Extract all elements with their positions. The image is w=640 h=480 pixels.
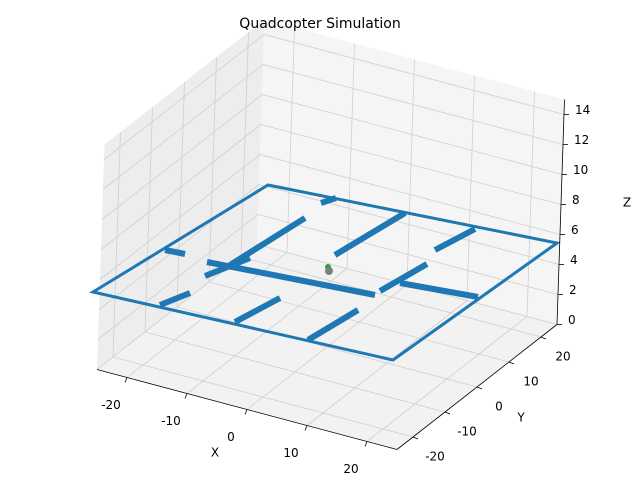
maze-wall — [158, 290, 192, 308]
maze-outer-wall — [89, 183, 561, 362]
maze-wall — [399, 280, 479, 300]
x-tick-label: 20 — [343, 462, 358, 476]
y-tick-label: 20 — [555, 350, 570, 364]
z-tick-label: 14 — [575, 103, 590, 117]
maze-wall — [206, 259, 376, 298]
maze-wall — [233, 295, 282, 325]
tick-mark — [244, 409, 248, 415]
grid-line — [103, 34, 565, 160]
z-axis-line — [556, 99, 565, 325]
maze-wall — [433, 226, 477, 253]
z-tick-label: 4 — [570, 253, 578, 267]
maze-wall — [203, 255, 252, 279]
z-tick-label: 0 — [568, 313, 576, 327]
z-tick-label: 6 — [571, 223, 579, 237]
tick-mark — [184, 393, 188, 399]
x-tick-label: -20 — [101, 398, 121, 412]
tick-mark — [304, 425, 308, 431]
maze-wall — [306, 307, 360, 343]
tick-mark — [412, 436, 419, 440]
grid-line — [100, 124, 562, 250]
quadcopter — [325, 264, 333, 275]
maze-wall — [378, 261, 429, 294]
axes-panes — [97, 19, 565, 450]
tick-mark — [540, 336, 547, 340]
x-axis-line — [96, 369, 398, 450]
chart-title: Quadcopter Simulation — [239, 16, 400, 32]
z-tick-label: 2 — [569, 283, 577, 297]
y-axis-label: Y — [516, 411, 525, 425]
tick-mark — [508, 361, 515, 365]
grid-line — [102, 64, 564, 190]
tick-mark — [444, 411, 451, 415]
x-tick-label: -10 — [161, 414, 181, 428]
x-tick-label: 10 — [283, 446, 298, 460]
quadcopter-body — [325, 267, 333, 275]
z-tick-label: 8 — [572, 193, 580, 207]
grid-line — [101, 94, 563, 220]
tick-mark — [364, 441, 368, 447]
y-tick-label: 10 — [523, 375, 538, 389]
y-tick-label: 0 — [495, 400, 503, 414]
y-tick-label: -10 — [457, 425, 477, 439]
grid-line — [96, 244, 558, 370]
grid-line — [97, 214, 559, 340]
tick-mark — [124, 377, 128, 383]
maze-wall — [320, 195, 337, 206]
y-axis-line — [396, 324, 558, 450]
axes: -20 -10 0 10 20 -20 -10 0 10 20 0 2 4 6 8 10 12 14 — [96, 99, 590, 476]
maze-wall — [228, 215, 307, 268]
tick-mark — [476, 386, 483, 390]
y-tick-label: -20 — [425, 450, 445, 464]
x-tick-label: 0 — [227, 430, 235, 444]
z-tick-label: 10 — [573, 163, 588, 177]
grid-line — [99, 154, 561, 280]
z-axis-label: Z — [623, 196, 631, 210]
maze-wall — [333, 210, 407, 258]
x-axis-label: X — [211, 446, 219, 460]
z-tick-label: 12 — [574, 133, 589, 147]
maze — [89, 183, 561, 362]
maze-wall — [164, 247, 186, 257]
